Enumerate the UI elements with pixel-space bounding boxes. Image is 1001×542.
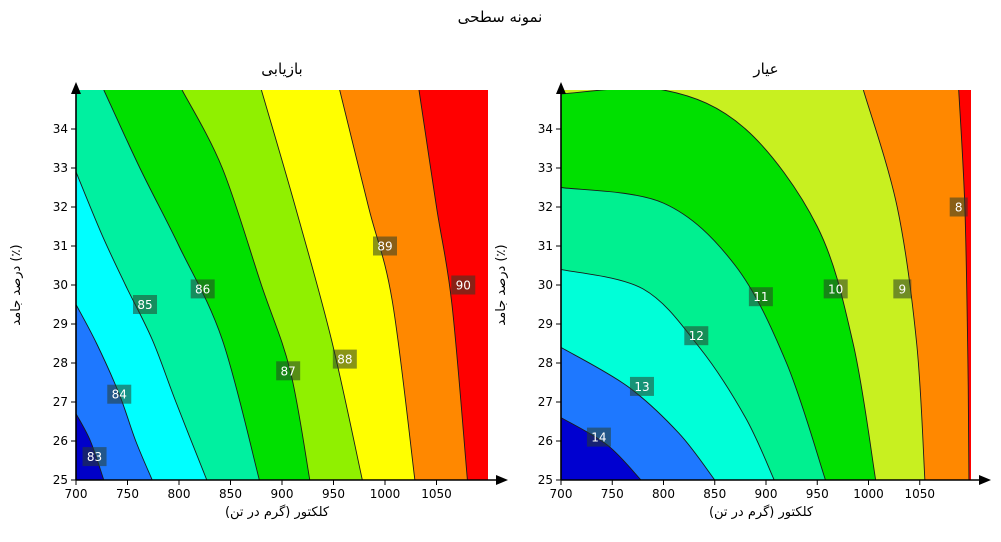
x-tick-label: 750 [116, 487, 139, 501]
contour-label-box [823, 279, 848, 299]
contour-band [561, 417, 641, 480]
contour-label: 12 [689, 329, 704, 343]
y-tick-label: 34 [538, 122, 553, 136]
y-axis-arrow [71, 82, 81, 94]
y-tick-label: 27 [53, 395, 68, 409]
y-tick-label: 33 [538, 161, 553, 175]
x-tick-label: 700 [550, 487, 573, 501]
y-tick-label: 30 [538, 278, 553, 292]
x-tick-label: 950 [322, 487, 345, 501]
x-tick-label: 900 [755, 487, 778, 501]
contour-line [76, 171, 208, 480]
contour-label: 84 [112, 388, 127, 402]
contour-line [561, 90, 877, 480]
x-tick-label: 950 [806, 487, 829, 501]
contour-line [181, 90, 311, 480]
contour-line [418, 90, 468, 480]
contour-line [862, 90, 926, 480]
contour-label: 90 [456, 279, 471, 293]
contour-label-box [107, 384, 132, 404]
contour-label: 86 [195, 282, 210, 296]
grade-contour-panel: 14 13 12 11 10 9 8 700 750 800 850 900 950 1000 1050 25… [494, 60, 991, 520]
y-tick-label: 31 [53, 239, 68, 253]
y-tick-label: 28 [53, 356, 68, 370]
x-tick-label: 1000 [370, 487, 401, 501]
contour-label: 85 [137, 298, 152, 312]
x-axis-arrow [979, 475, 991, 485]
contour-label-box [190, 279, 215, 299]
x-tick-label: 700 [65, 487, 88, 501]
x-axis-arrow [496, 475, 508, 485]
x-axis-label: کلکتور (گرم در تن) [225, 504, 330, 520]
y-axis-label: درصد جامد (٪) [494, 244, 509, 325]
y-tick-label: 31 [538, 239, 553, 253]
y-tick-label: 32 [538, 200, 553, 214]
contour-label: 8 [955, 201, 963, 215]
y-tick-label: 25 [53, 473, 68, 487]
contour-label: 89 [377, 240, 392, 254]
contour-line [76, 413, 105, 480]
contour-fills [76, 90, 488, 480]
contour-label: 11 [753, 290, 768, 304]
contour-label-box [276, 361, 301, 381]
contour-label-box [82, 447, 107, 467]
y-tick-label: 30 [53, 278, 68, 292]
y-tick-label: 28 [538, 356, 553, 370]
contour-line [260, 90, 363, 480]
recovery-contour-panel: 83 84 85 86 87 88 89 90 700 750 800 850 900 950 1000 10… [9, 60, 508, 520]
contour-label: 9 [899, 282, 907, 296]
contour-line [561, 347, 716, 480]
contour-label-box [451, 275, 476, 295]
contour-label-box [949, 197, 968, 217]
y-axis-arrow [556, 82, 566, 94]
x-tick-label: 1050 [904, 487, 935, 501]
y-tick-label: 26 [53, 434, 68, 448]
contour-line [339, 90, 416, 480]
y-tick-label: 26 [538, 434, 553, 448]
contour-label-box [586, 427, 611, 447]
x-tick-label: 800 [168, 487, 191, 501]
x-tick-label: 750 [601, 487, 624, 501]
contour-label-box [893, 279, 912, 299]
x-tick-label: 850 [703, 487, 726, 501]
contour-label-box [373, 236, 397, 256]
contour-label: 87 [281, 364, 296, 378]
contour-line [958, 90, 970, 480]
y-axis-label: درصد جامد (٪) [9, 244, 24, 325]
x-tick-label: 1000 [853, 487, 884, 501]
x-tick-label: 850 [219, 487, 242, 501]
contour-label: 13 [634, 380, 649, 394]
contour-line [103, 90, 260, 480]
y-tick-label: 29 [538, 317, 553, 331]
contour-label: 88 [337, 353, 352, 367]
contour-label-box [629, 376, 654, 396]
y-tick-label: 27 [538, 395, 553, 409]
contour-label: 83 [87, 450, 102, 464]
contour-label-box [748, 287, 773, 307]
y-tick-label: 32 [53, 200, 68, 214]
contour-label-box [332, 349, 357, 369]
contour-label: 10 [828, 282, 843, 296]
y-tick-label: 29 [53, 317, 68, 331]
contour-label-box [133, 295, 158, 314]
x-tick-label: 1050 [421, 487, 452, 501]
figure-title: نمونه سطحی [458, 8, 543, 26]
panel-title: بازیابی [261, 60, 302, 78]
y-tick-label: 33 [53, 161, 68, 175]
y-tick-label: 34 [53, 122, 68, 136]
panel-title: عیار [752, 60, 778, 78]
contour-line [561, 187, 826, 480]
contour-label: 14 [591, 431, 606, 445]
x-axis-label: کلکتور (گرم در تن) [709, 504, 814, 520]
contour-line [561, 268, 775, 480]
y-tick-label: 25 [538, 473, 553, 487]
contour-label-box [684, 326, 709, 346]
x-tick-label: 900 [271, 487, 294, 501]
x-tick-label: 800 [652, 487, 675, 501]
